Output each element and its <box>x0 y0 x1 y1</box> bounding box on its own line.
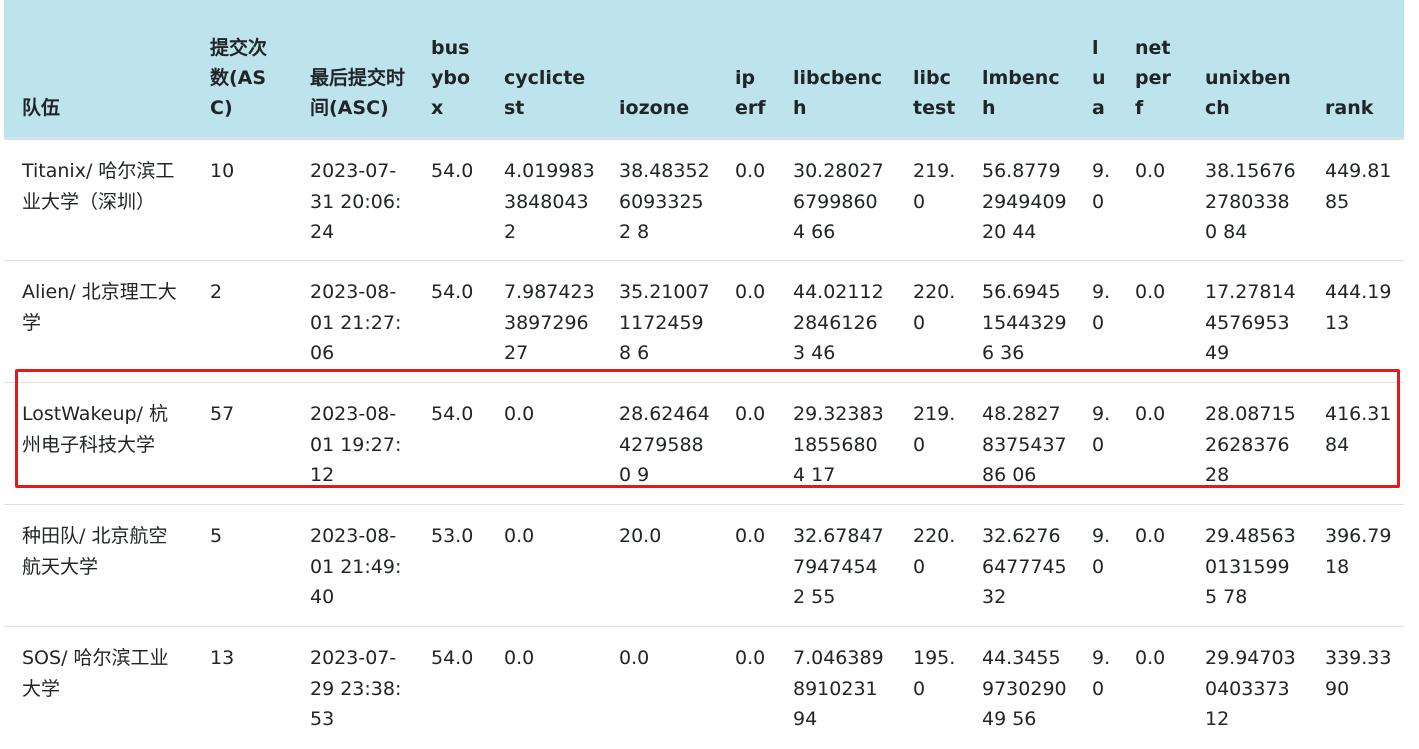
cell-libcbench: 32.6784779474542 55 <box>775 504 895 627</box>
cell-libctest: 219.0 <box>895 382 964 505</box>
cell-iozone: 20.0 <box>601 504 717 627</box>
table-row: LostWakeup/ 杭州电子科技大学 57 2023-08-01 19:27:1… <box>4 382 1404 505</box>
cell-last-submit-time: 2023-08-01 21:27:06 <box>292 260 413 383</box>
cell-libctest: 220.0 <box>895 260 964 383</box>
cell-netperf: 0.0 <box>1117 260 1187 383</box>
cell-lmbench: 48.2827837543786 06 <box>964 382 1074 505</box>
cell-rank: 444.1913 <box>1307 260 1404 383</box>
cell-team: LostWakeup/ 杭州电子科技大学 <box>4 382 192 505</box>
column-header-unixbench[interactable]: unixbench <box>1187 0 1307 140</box>
cell-iozone: 28.6246442795880 9 <box>601 382 717 505</box>
cell-lmbench: 56.8779294940920 44 <box>964 138 1074 261</box>
cell-rank: 449.8185 <box>1307 138 1404 261</box>
cell-netperf: 0.0 <box>1135 647 1166 669</box>
cell-iperf: 0.0 <box>735 647 766 669</box>
cell-libctest: 195.0 <box>913 647 956 700</box>
table-row: SOS/ 哈尔滨工业大学 13 2023-07-29 23:38:53 54.0 0.0… <box>4 627 1404 749</box>
cell-last-submit-time: 2023-08-01 19:27:12 <box>292 382 413 505</box>
column-header-lmbench[interactable]: lmbench <box>964 0 1074 140</box>
cell-iperf: 0.0 <box>717 138 775 261</box>
cell-unixbench: 28.08715262837628 <box>1187 382 1307 505</box>
cell-iozone: 38.4835260933252 8 <box>601 138 717 261</box>
table-row: Alien/ 北京理工大学 2 2023-08-01 21:27:06 54.0 7.9… <box>4 260 1404 383</box>
cell-unixbench: 29.94703040337312 <box>1205 647 1296 730</box>
cell-rank: 396.7918 <box>1307 504 1404 627</box>
cell-submissions: 2 <box>192 260 292 383</box>
cell-libcbench: 30.2802767998604 66 <box>775 138 895 261</box>
cell-netperf: 0.0 <box>1117 504 1187 627</box>
cell-libcbench: 7.046389891023194 <box>793 647 884 730</box>
cell-iperf: 0.0 <box>717 504 775 627</box>
column-header-netperf[interactable]: netperf <box>1117 0 1187 140</box>
cell-iozone: 35.2100711724598 6 <box>601 260 717 383</box>
cell-cyclictest: 0.0 <box>486 382 601 505</box>
table-row: 种田队/ 北京航空航天大学 5 2023-08-01 21:49:40 53.0 0.0… <box>4 504 1404 627</box>
cell-submissions: 57 <box>192 382 292 505</box>
cell-cyclictest: 7.9874233897296 27 <box>486 260 601 383</box>
cell-unixbench: 38.1567627803380 84 <box>1187 138 1307 261</box>
column-header-iozone[interactable]: iozone <box>601 0 717 140</box>
cell-libctest: 220.0 <box>895 504 964 627</box>
table-row: Titanix/ 哈尔滨工业大学（深圳） 10 2023-07-31 20:06:2… <box>4 138 1404 261</box>
cell-lua: 9.0 <box>1074 382 1117 505</box>
cell-team: 种田队/ 北京航空航天大学 <box>4 504 192 627</box>
cell-netperf: 0.0 <box>1117 382 1187 505</box>
cell-team: SOS/ 哈尔滨工业大学 <box>22 647 169 700</box>
cell-team: Titanix/ 哈尔滨工业大学（深圳） <box>4 138 192 261</box>
cell-busybox: 54.0 <box>413 138 486 261</box>
column-header-iperf[interactable]: iperf <box>717 0 775 140</box>
column-header-lua[interactable]: lua <box>1074 0 1117 140</box>
cell-last-submit-time: 2023-07-31 20:06:24 <box>292 138 413 261</box>
cell-cyclictest: 0.0 <box>504 647 535 669</box>
cell-busybox: 54.0 <box>413 382 486 505</box>
cell-lmbench: 44.3455973029049 56 <box>982 647 1067 730</box>
cell-submissions: 5 <box>192 504 292 627</box>
cell-team: Alien/ 北京理工大学 <box>4 260 192 383</box>
cell-libcbench: 29.3238318556804 17 <box>775 382 895 505</box>
cell-rank: 416.3184 <box>1307 382 1404 505</box>
table-body: Titanix/ 哈尔滨工业大学（深圳） 10 2023-07-31 20:06:2… <box>4 138 1404 749</box>
column-header-last-submit-time[interactable]: 最后提交时间(ASC) <box>292 0 413 140</box>
column-header-busybox[interactable]: busybox <box>413 0 486 140</box>
column-header-libctest[interactable]: libctest <box>895 0 964 140</box>
cell-submissions: 13 <box>210 647 235 669</box>
cell-iperf: 0.0 <box>717 382 775 505</box>
rank-table: 队伍 提交次数(ASC) 最后提交时间(ASC) busybox cyclict… <box>4 0 1404 749</box>
column-header-rank[interactable]: rank <box>1307 0 1404 140</box>
column-header-libcbench[interactable]: libcbench <box>775 0 895 140</box>
column-header-submissions[interactable]: 提交次数(ASC) <box>192 0 292 140</box>
column-header-team[interactable]: 队伍 <box>4 0 192 140</box>
cell-libcbench: 44.0211228461263 46 <box>775 260 895 383</box>
cell-last-submit-time: 2023-07-29 23:38:53 <box>310 647 402 730</box>
cell-cyclictest: 0.0 <box>486 504 601 627</box>
cell-busybox: 54.0 <box>413 260 486 383</box>
cell-unixbench: 17.27814457695349 <box>1187 260 1307 383</box>
cell-busybox: 53.0 <box>413 504 486 627</box>
cell-lua: 9.0 <box>1074 138 1117 261</box>
cell-libctest: 219.0 <box>895 138 964 261</box>
cell-cyclictest: 4.0199833848043 2 <box>486 138 601 261</box>
cell-lmbench: 56.694515443296 36 <box>964 260 1074 383</box>
cell-busybox: 54.0 <box>431 647 474 669</box>
cell-iozone: 0.0 <box>619 647 650 669</box>
cell-lua: 9.0 <box>1092 647 1111 700</box>
cell-unixbench: 29.4856301315995 78 <box>1187 504 1307 627</box>
cell-lmbench: 32.6276647774532 <box>964 504 1074 627</box>
cell-last-submit-time: 2023-08-01 21:49:40 <box>292 504 413 627</box>
cell-rank: 339.3390 <box>1325 647 1392 700</box>
header-row: 队伍 提交次数(ASC) 最后提交时间(ASC) busybox cyclict… <box>4 0 1404 140</box>
column-header-cyclictest[interactable]: cyclictest <box>486 0 601 140</box>
cell-iperf: 0.0 <box>717 260 775 383</box>
cell-lua: 9.0 <box>1074 504 1117 627</box>
cell-lua: 9.0 <box>1074 260 1117 383</box>
cell-netperf: 0.0 <box>1117 138 1187 261</box>
cell-submissions: 10 <box>192 138 292 261</box>
